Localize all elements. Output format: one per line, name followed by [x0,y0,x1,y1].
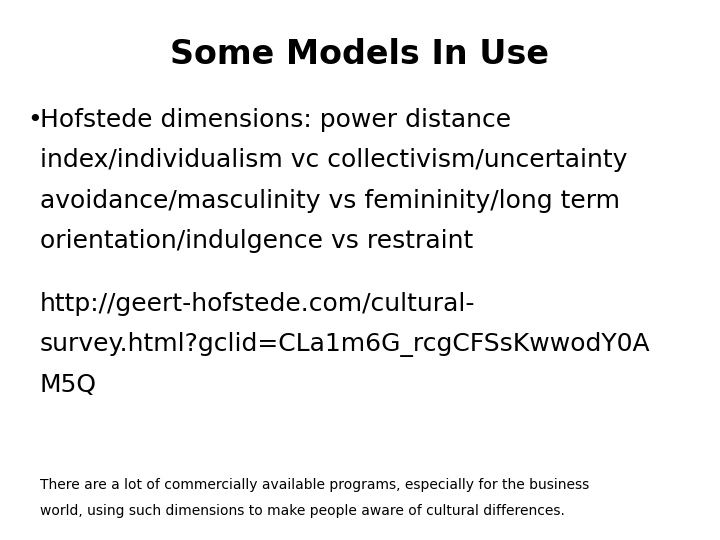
Text: world, using such dimensions to make people aware of cultural differences.: world, using such dimensions to make peo… [40,504,564,518]
Text: http://geert-hofstede.com/cultural-: http://geert-hofstede.com/cultural- [40,292,475,315]
Text: There are a lot of commercially available programs, especially for the business: There are a lot of commercially availabl… [40,478,589,492]
Text: Hofstede dimensions: power distance: Hofstede dimensions: power distance [40,108,510,132]
Text: orientation/indulgence vs restraint: orientation/indulgence vs restraint [40,230,473,253]
Text: survey.html?gclid=CLa1m6G_rcgCFSsKwwodY0A: survey.html?gclid=CLa1m6G_rcgCFSsKwwodY0… [40,332,650,357]
Text: M5Q: M5Q [40,373,96,396]
Text: Some Models In Use: Some Models In Use [171,38,549,71]
Text: avoidance/masculinity vs femininity/long term: avoidance/masculinity vs femininity/long… [40,189,620,213]
Text: •: • [27,108,42,132]
Text: index/individualism vc collectivism/uncertainty: index/individualism vc collectivism/unce… [40,148,627,172]
